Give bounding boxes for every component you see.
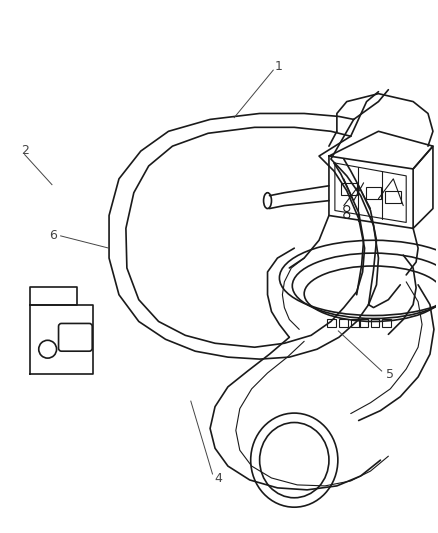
Text: 6: 6 xyxy=(49,229,57,243)
Text: 2: 2 xyxy=(21,144,28,157)
Bar xyxy=(385,191,401,203)
Bar xyxy=(341,183,357,195)
Bar xyxy=(366,187,381,199)
Bar xyxy=(351,319,360,327)
Bar xyxy=(339,319,348,327)
Bar xyxy=(327,319,336,327)
Text: 5: 5 xyxy=(386,368,394,381)
Text: 1: 1 xyxy=(275,60,283,74)
Bar xyxy=(382,319,391,327)
Ellipse shape xyxy=(260,423,329,498)
Bar xyxy=(371,319,379,327)
Bar xyxy=(359,319,367,327)
Text: 4: 4 xyxy=(214,472,222,485)
Ellipse shape xyxy=(251,413,338,507)
